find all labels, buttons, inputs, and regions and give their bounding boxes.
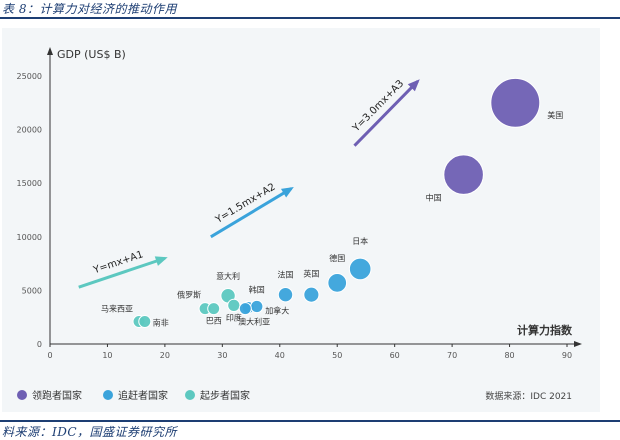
bubble-label: 南非 bbox=[153, 317, 169, 327]
legend-label: 起步者国家 bbox=[200, 389, 250, 402]
bubble-point bbox=[138, 314, 152, 328]
bubble-label: 英国 bbox=[303, 269, 319, 279]
legend-marker bbox=[103, 390, 113, 400]
x-tick-label: 0 bbox=[47, 351, 52, 360]
x-tick-label: 40 bbox=[275, 351, 285, 360]
bubble-point bbox=[250, 299, 264, 314]
bubble-label: 美国 bbox=[547, 110, 563, 120]
bubble-label: 法国 bbox=[278, 270, 294, 280]
trend-arrow-head bbox=[280, 187, 294, 198]
bubble-label: 德国 bbox=[329, 253, 345, 263]
y-tick-label: 15000 bbox=[17, 179, 42, 188]
y-tick-label: 0 bbox=[37, 340, 42, 349]
x-tick-label: 20 bbox=[160, 351, 170, 360]
x-tick-label: 30 bbox=[217, 351, 227, 360]
legend-label: 领跑者国家 bbox=[32, 389, 82, 402]
y-tick-label: 10000 bbox=[17, 233, 42, 242]
chart-panel: GDP (US$ B) 计算力指数 0 10 20 30 40 50 60 70 80 90 0 50… bbox=[2, 28, 600, 412]
legend-marker bbox=[17, 390, 27, 400]
x-tick-label: 10 bbox=[102, 351, 112, 360]
x-tick-label: 90 bbox=[562, 351, 572, 360]
x-tick-label: 80 bbox=[504, 351, 514, 360]
x-tick-label: 50 bbox=[332, 351, 342, 360]
bubble-point bbox=[327, 273, 348, 293]
y-axis-title: GDP (US$ B) bbox=[57, 48, 126, 61]
bubble-label: 印度 bbox=[226, 312, 242, 322]
trend-equation-label: Y=3.0mx+A3 bbox=[350, 78, 406, 135]
bubble-point bbox=[348, 257, 372, 281]
bubble-point bbox=[277, 286, 294, 303]
trend-arrow-line bbox=[210, 187, 293, 239]
bubble-chart: GDP (US$ B) 计算力指数 0 10 20 30 40 50 60 70 80 90 0 50… bbox=[17, 47, 582, 402]
x-axis-arrow bbox=[574, 341, 582, 347]
bubble-label: 澳大利亚 bbox=[238, 317, 270, 327]
bubble-label: 俄罗斯 bbox=[177, 290, 201, 300]
legend-marker bbox=[185, 390, 195, 400]
bubble-label: 加拿大 bbox=[265, 306, 289, 316]
y-axis-arrow bbox=[47, 47, 53, 55]
bubble-label: 韩国 bbox=[249, 284, 265, 294]
y-tick-label: 20000 bbox=[17, 126, 42, 135]
bubble-point bbox=[207, 302, 221, 316]
bubble-label: 中国 bbox=[426, 193, 442, 203]
legend-label: 追赶者国家 bbox=[118, 389, 168, 402]
trend-arrow-head bbox=[407, 79, 420, 92]
bubble-label: 意大利 bbox=[216, 271, 240, 281]
chart-source: 数据来源：IDC 2021 bbox=[485, 390, 572, 402]
bubble-point bbox=[443, 154, 484, 195]
x-axis-title: 计算力指数 bbox=[517, 323, 573, 337]
bubble-label: 马来西亚 bbox=[101, 304, 133, 313]
y-tick-label: 5000 bbox=[22, 286, 42, 295]
bubble-label: 日本 bbox=[352, 236, 368, 246]
bubble-point bbox=[303, 286, 320, 303]
top-divider bbox=[0, 17, 620, 19]
bubble-point bbox=[227, 298, 241, 313]
trend-arrow-line bbox=[78, 256, 166, 289]
trend-arrow-line bbox=[353, 80, 419, 147]
bubble-label: 巴西 bbox=[206, 317, 222, 326]
bubble-point bbox=[238, 302, 252, 316]
bottom-divider bbox=[0, 420, 620, 422]
x-tick-label: 60 bbox=[390, 351, 400, 360]
y-tick-label: 25000 bbox=[17, 72, 42, 81]
x-tick-label: 70 bbox=[447, 351, 457, 360]
table-caption: 表 8：计算力对经济的推动作用 bbox=[2, 2, 177, 16]
trend-arrow-head bbox=[154, 256, 168, 266]
source-caption: 料来源：IDC，国盛证券研究所 bbox=[2, 425, 178, 439]
bubble-point bbox=[490, 77, 541, 128]
